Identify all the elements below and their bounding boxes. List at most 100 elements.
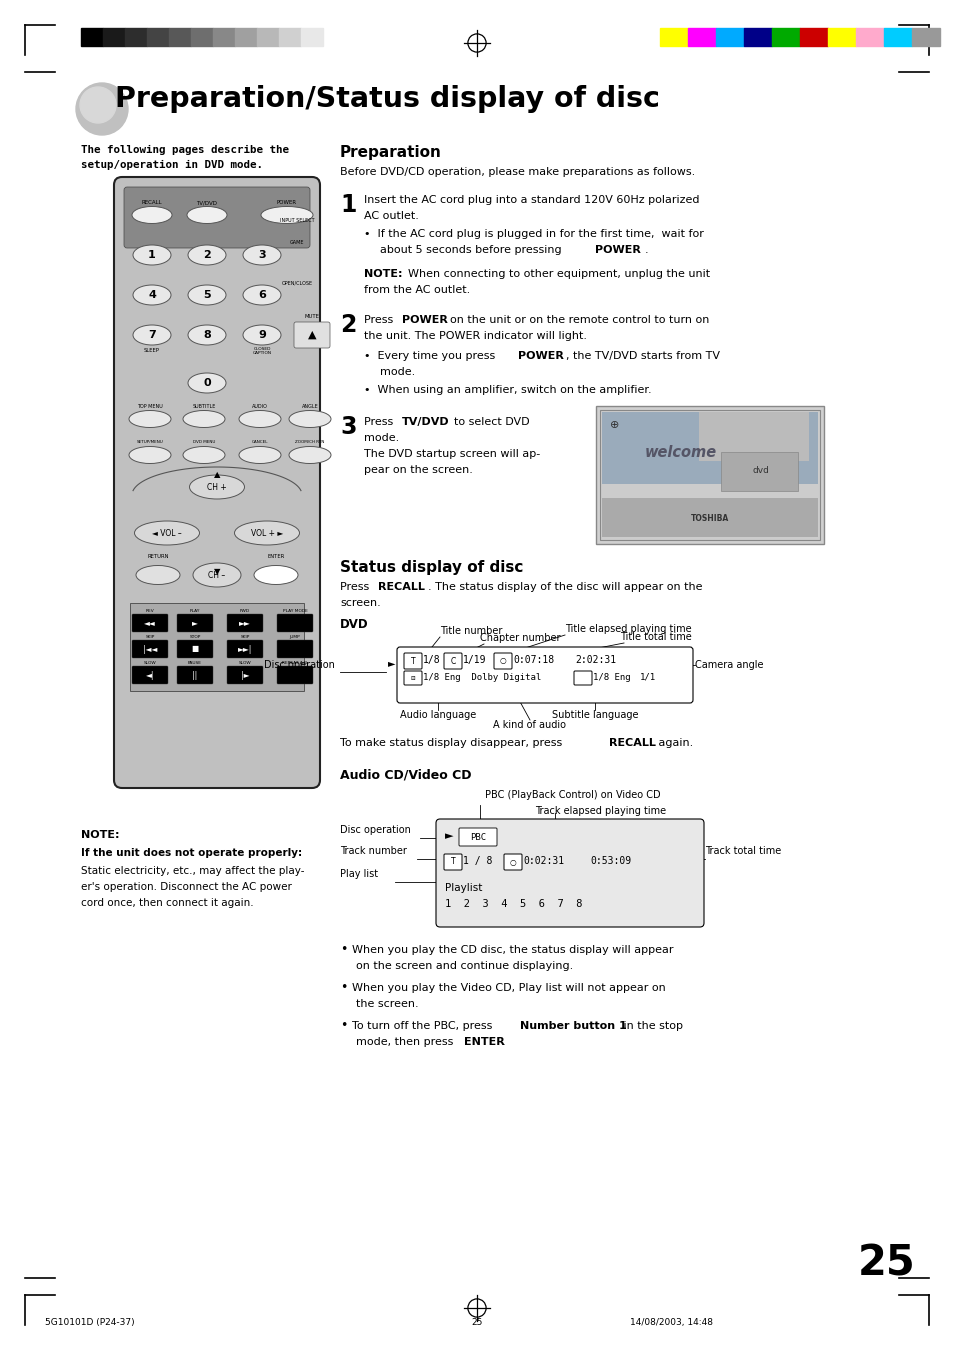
FancyBboxPatch shape [227,666,263,684]
Text: PBC: PBC [470,832,485,842]
Text: ►: ► [388,658,395,667]
FancyBboxPatch shape [443,854,461,870]
Text: Playlist: Playlist [444,884,482,893]
Text: Title number: Title number [439,626,502,636]
Text: 1/19: 1/19 [462,655,486,665]
Text: Press: Press [339,582,373,592]
Text: 1  2  3  4  5  6  7  8: 1 2 3 4 5 6 7 8 [444,898,582,909]
Text: 0:07:18: 0:07:18 [513,655,554,665]
Text: JUMP: JUMP [290,635,300,639]
Ellipse shape [193,563,241,586]
Text: The following pages describe the: The following pages describe the [81,145,289,155]
Text: Static electricity, etc., may affect the play-: Static electricity, etc., may affect the… [81,866,304,875]
Bar [301,28,323,46]
Bar [800,28,827,46]
Text: setup/operation in DVD mode.: setup/operation in DVD mode. [81,159,263,170]
Text: ■: ■ [192,644,198,654]
Text: er's operation. Disconnect the AC power: er's operation. Disconnect the AC power [81,882,292,892]
FancyBboxPatch shape [132,613,168,632]
Text: |◄◄: |◄◄ [143,644,157,654]
Ellipse shape [190,476,244,499]
Text: CLOSED
CAPTION: CLOSED CAPTION [253,347,272,355]
Text: When connecting to other equipment, unplug the unit: When connecting to other equipment, unpl… [408,269,709,280]
Text: Play list: Play list [339,869,377,880]
Bar [596,407,823,544]
Ellipse shape [243,245,281,265]
Text: DVD MENU: DVD MENU [193,440,215,444]
Text: , the TV/DVD starts from TV: , the TV/DVD starts from TV [565,351,720,361]
Text: POWER: POWER [517,351,563,361]
Text: mode.: mode. [364,434,399,443]
Text: •  Every time you press: • Every time you press [364,351,498,361]
Bar [855,28,883,46]
FancyBboxPatch shape [227,613,263,632]
Text: 8: 8 [203,330,211,340]
Bar [278,28,301,46]
Text: ANGLE: ANGLE [301,404,318,408]
Text: Press: Press [364,417,396,427]
Text: SLOW: SLOW [144,661,156,665]
Bar [103,28,125,46]
Bar [601,412,817,484]
Text: ENTER: ENTER [463,1038,504,1047]
Text: 1/1: 1/1 [639,673,656,682]
Ellipse shape [80,86,116,123]
Text: Audio CD/Video CD: Audio CD/Video CD [339,767,471,781]
Text: 14/08/2003, 14:48: 14/08/2003, 14:48 [629,1319,712,1327]
Text: ◄ VOL –: ◄ VOL – [152,528,182,538]
FancyBboxPatch shape [177,640,213,658]
Text: A kind of audio: A kind of audio [493,720,566,730]
Text: Disc operation: Disc operation [339,825,411,835]
Text: REV: REV [146,609,154,613]
Text: 1/8: 1/8 [422,655,440,665]
Text: STOP: STOP [189,635,200,639]
Text: .: . [644,245,648,255]
Text: TOSHIBA: TOSHIBA [690,515,728,523]
Text: NOTE:: NOTE: [81,830,119,840]
Text: the unit. The POWER indicator will light.: the unit. The POWER indicator will light… [364,331,586,340]
Text: ◄◄: ◄◄ [144,619,155,627]
Text: DVD: DVD [339,617,368,631]
Text: PLAY MODE: PLAY MODE [282,609,307,613]
Text: on the unit or on the remote control to turn on: on the unit or on the remote control to … [450,315,709,326]
Text: |►: |► [240,670,249,680]
Bar [130,603,304,690]
Text: When you play the Video CD, Play list will not appear on: When you play the Video CD, Play list wi… [352,984,665,993]
Text: 2:02:31: 2:02:31 [575,655,616,665]
Text: ⊕: ⊕ [609,420,618,430]
Text: ⊟: ⊟ [410,676,415,681]
Text: again.: again. [655,738,693,748]
Text: screen.: screen. [339,598,380,608]
Text: •  When using an amplifier, switch on the amplifier.: • When using an amplifier, switch on the… [364,385,651,394]
Text: FWD: FWD [240,609,250,613]
Ellipse shape [261,207,313,223]
Bar [169,28,191,46]
Text: ○: ○ [499,657,506,666]
FancyBboxPatch shape [276,640,313,658]
Text: SLOW: SLOW [238,661,251,665]
FancyBboxPatch shape [443,653,461,669]
Ellipse shape [253,566,297,585]
Text: ▲: ▲ [213,470,220,480]
FancyBboxPatch shape [177,666,213,684]
Text: ||: || [193,670,197,680]
Text: SUBTITLE: SUBTITLE [193,404,215,408]
Ellipse shape [134,521,199,544]
Text: 0:02:31: 0:02:31 [522,857,563,866]
Text: 6: 6 [258,290,266,300]
Ellipse shape [289,446,331,463]
Text: POWER: POWER [276,200,296,205]
Bar [716,28,743,46]
Text: Subtitle language: Subtitle language [551,711,638,720]
Text: Number button 1: Number button 1 [519,1021,626,1031]
FancyBboxPatch shape [403,671,421,685]
Ellipse shape [132,326,171,345]
FancyBboxPatch shape [403,653,421,669]
Text: Track total time: Track total time [704,846,781,857]
Text: in the stop: in the stop [619,1021,682,1031]
Text: TV/DVD: TV/DVD [401,417,449,427]
Text: Camera angle: Camera angle [695,661,762,670]
Text: Preparation/Status display of disc: Preparation/Status display of disc [115,85,659,113]
Text: CH –: CH – [208,570,226,580]
Text: 1 / 8: 1 / 8 [462,857,492,866]
